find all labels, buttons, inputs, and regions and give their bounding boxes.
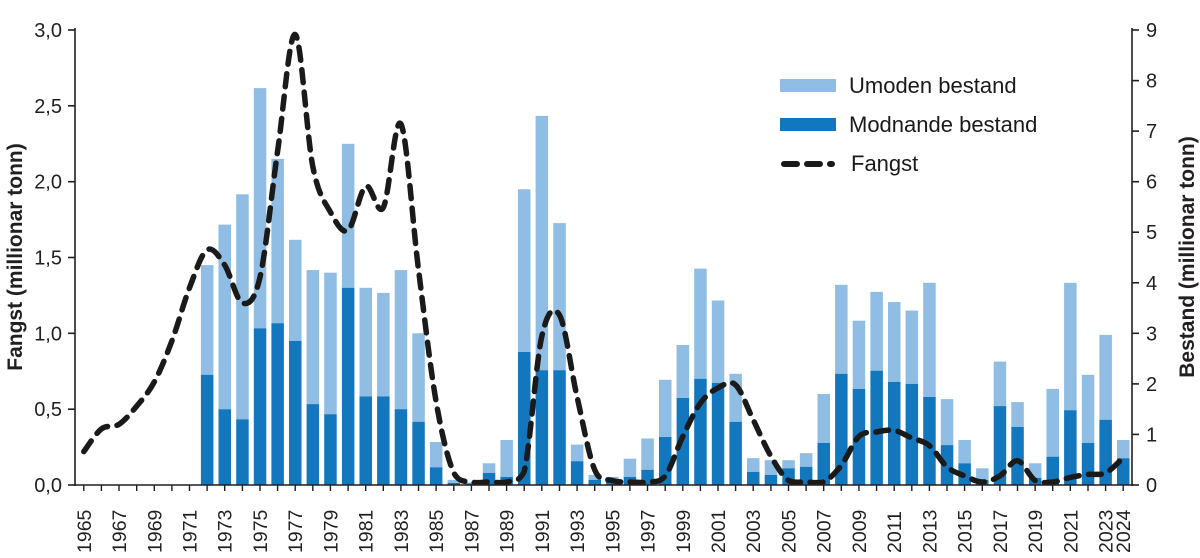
chart-legend: Umoden bestand Modnande bestand Fangst bbox=[780, 66, 1037, 183]
svg-text:1967: 1967 bbox=[109, 510, 131, 553]
legend-item-modnande: Modnande bestand bbox=[780, 105, 1037, 144]
svg-text:3,0: 3,0 bbox=[34, 20, 62, 42]
svg-text:1987: 1987 bbox=[461, 510, 483, 553]
svg-text:2015: 2015 bbox=[955, 509, 977, 553]
svg-text:1979: 1979 bbox=[320, 510, 342, 553]
svg-text:2011: 2011 bbox=[884, 511, 906, 553]
svg-text:2,0: 2,0 bbox=[34, 172, 62, 194]
svg-text:1969: 1969 bbox=[144, 510, 166, 553]
legend-item-umoden: Umoden bestand bbox=[780, 66, 1037, 105]
svg-text:3: 3 bbox=[1146, 323, 1157, 345]
svg-text:9: 9 bbox=[1146, 20, 1157, 42]
svg-text:2001: 2001 bbox=[708, 510, 730, 553]
svg-text:4: 4 bbox=[1146, 273, 1157, 295]
left-axis-title: Fangst (millionar tonn) bbox=[4, 143, 27, 371]
svg-text:7: 7 bbox=[1146, 121, 1157, 143]
svg-text:6: 6 bbox=[1146, 172, 1157, 194]
svg-text:1975: 1975 bbox=[250, 509, 272, 553]
svg-text:2013: 2013 bbox=[919, 510, 941, 553]
svg-text:1,0: 1,0 bbox=[34, 323, 62, 345]
svg-text:1985: 1985 bbox=[426, 509, 448, 553]
svg-text:2007: 2007 bbox=[814, 510, 836, 553]
svg-text:8: 8 bbox=[1146, 71, 1157, 93]
svg-text:2: 2 bbox=[1146, 374, 1157, 396]
svg-text:2003: 2003 bbox=[743, 510, 765, 553]
svg-text:2009: 2009 bbox=[849, 510, 871, 553]
svg-text:1981: 1981 bbox=[356, 510, 378, 553]
svg-text:2005: 2005 bbox=[779, 509, 801, 553]
svg-text:1983: 1983 bbox=[391, 510, 413, 553]
legend-label-umoden: Umoden bestand bbox=[849, 72, 1017, 98]
svg-text:1977: 1977 bbox=[285, 510, 307, 553]
svg-text:1993: 1993 bbox=[567, 510, 589, 553]
svg-text:2023: 2023 bbox=[1096, 510, 1118, 553]
svg-text:2024: 2024 bbox=[1113, 509, 1135, 553]
svg-text:5: 5 bbox=[1146, 222, 1157, 244]
svg-text:1991: 1991 bbox=[532, 510, 554, 553]
svg-text:2017: 2017 bbox=[990, 510, 1012, 553]
svg-text:1989: 1989 bbox=[497, 510, 519, 553]
modnande-swatch-icon bbox=[780, 118, 836, 131]
svg-text:1,5: 1,5 bbox=[34, 248, 62, 270]
legend-label-fangst: Fangst bbox=[851, 150, 919, 176]
svg-text:0: 0 bbox=[1146, 475, 1157, 497]
dashed-line-icon bbox=[781, 160, 838, 167]
svg-text:2021: 2021 bbox=[1060, 510, 1082, 553]
svg-text:0,5: 0,5 bbox=[34, 399, 62, 421]
svg-text:1999: 1999 bbox=[673, 510, 695, 553]
legend-label-modnande: Modnande bestand bbox=[849, 111, 1038, 137]
legend-item-fangst: Fangst bbox=[780, 144, 1037, 183]
svg-text:1965: 1965 bbox=[74, 509, 96, 553]
umoden-swatch-icon bbox=[780, 79, 836, 92]
svg-text:1995: 1995 bbox=[602, 509, 624, 553]
right-axis-title: Bestand (millionar tonn) bbox=[1176, 136, 1199, 378]
svg-text:1997: 1997 bbox=[638, 510, 660, 553]
svg-text:1: 1 bbox=[1146, 424, 1157, 446]
svg-text:1973: 1973 bbox=[215, 510, 237, 553]
svg-text:2019: 2019 bbox=[1025, 510, 1047, 553]
svg-text:0,0: 0,0 bbox=[34, 475, 62, 497]
svg-text:2,5: 2,5 bbox=[34, 96, 62, 118]
svg-text:1971: 1971 bbox=[180, 510, 202, 553]
